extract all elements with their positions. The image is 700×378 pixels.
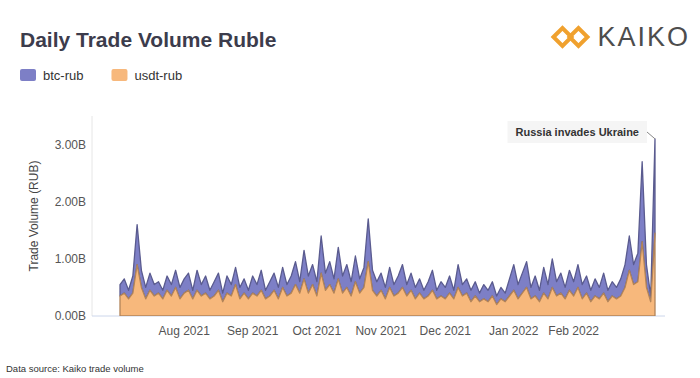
x-tick-label: Nov 2021: [355, 324, 407, 338]
title: Daily Trade Volume Ruble: [20, 28, 276, 51]
annotation-label: Russia invades Ukraine: [515, 126, 639, 138]
background: [0, 0, 700, 378]
y-axis-line: [92, 116, 93, 316]
x-tick-label: Jan 2022: [489, 324, 539, 338]
logo-diamond: [569, 28, 587, 46]
legend-swatch: [20, 69, 36, 81]
annotation-box: [507, 121, 647, 143]
logo-icon: [553, 28, 587, 46]
legend-swatch: [111, 69, 127, 81]
source-note: Data source: Kaiko trade volume: [6, 363, 144, 374]
x-tick-label: Oct 2021: [293, 324, 342, 338]
area-usdt-rub: [120, 233, 655, 316]
legend-label: usdt-rub: [134, 68, 182, 83]
x-tick-label: Feb 2022: [548, 324, 599, 338]
y-tick-label: 0.00B: [55, 309, 86, 323]
y-tick-label: 2.00B: [55, 195, 86, 209]
x-tick-label: Dec 2021: [420, 324, 472, 338]
x-tick-label: Aug 2021: [159, 324, 211, 338]
annotation-connector: [647, 132, 655, 139]
y-tick-label: 3.00B: [55, 138, 86, 152]
legend-label: btc-rub: [43, 68, 83, 83]
chart: Daily Trade Volume Ruble KAIKO btc-rub usdt…: [0, 0, 700, 378]
logo: KAIKO: [597, 22, 690, 52]
plot-area: [120, 139, 655, 316]
y-tick-label: 1.00B: [55, 252, 86, 266]
x-tick-label: Sep 2021: [227, 324, 279, 338]
y-axis-label: Trade Volume (RUB): [27, 161, 41, 272]
area-btc-rub: [120, 139, 655, 305]
